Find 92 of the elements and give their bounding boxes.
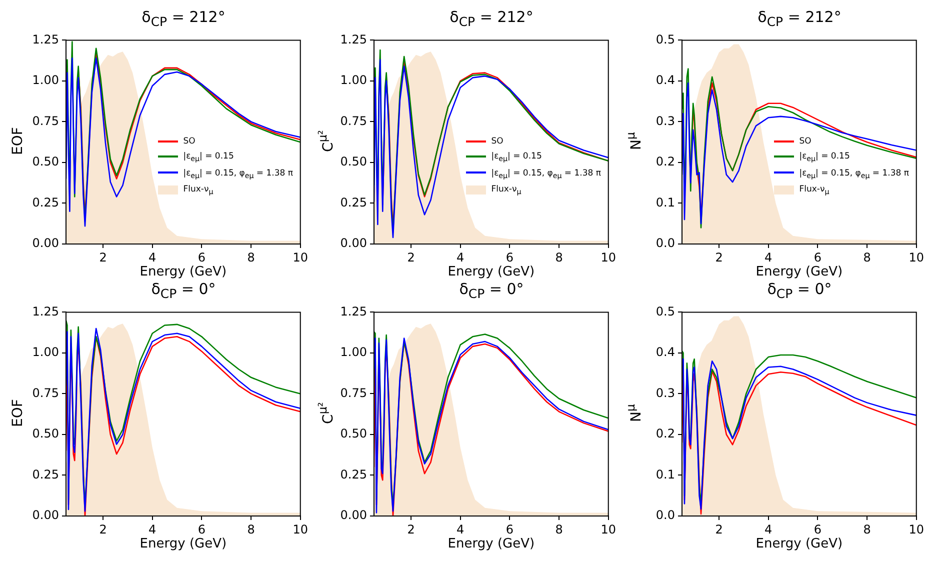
y-axis-title: EOF bbox=[10, 127, 26, 155]
legend-label: SO bbox=[183, 136, 196, 146]
y-tick-label: 0.25 bbox=[340, 467, 367, 482]
legend-label: SO bbox=[799, 136, 812, 146]
y-tick-label: 0.3 bbox=[656, 386, 675, 400]
y-tick-label: 0.25 bbox=[340, 195, 367, 210]
y-tick-label: 0.25 bbox=[32, 467, 59, 482]
y-tick-label: 0.5 bbox=[656, 32, 675, 46]
x-tick-label: 10 bbox=[292, 522, 308, 536]
x-tick-label: 4 bbox=[148, 522, 156, 536]
x-tick-label: 4 bbox=[764, 250, 772, 264]
y-tick-label: 0.50 bbox=[340, 154, 367, 169]
y-tick-label: 0.00 bbox=[340, 236, 367, 250]
y-tick-label: 1.00 bbox=[32, 345, 59, 360]
y-tick-label: 0.3 bbox=[656, 114, 675, 128]
x-tick-label: 10 bbox=[600, 250, 616, 264]
x-tick-label: 6 bbox=[506, 250, 514, 264]
x-axis-title: Energy (GeV) bbox=[448, 536, 535, 552]
x-tick-label: 4 bbox=[148, 250, 156, 264]
x-tick-label: 4 bbox=[456, 250, 464, 264]
y-tick-label: 0.75 bbox=[32, 386, 59, 400]
y-tick-label: 0.1 bbox=[656, 467, 675, 482]
y-tick-label: 0.75 bbox=[340, 114, 367, 128]
legend-label: SO bbox=[491, 136, 504, 146]
y-tick-label: 0.4 bbox=[656, 345, 675, 360]
x-axis-title: Energy (GeV) bbox=[756, 536, 843, 552]
x-tick-label: 6 bbox=[198, 522, 206, 536]
x-tick-label: 8 bbox=[247, 250, 255, 264]
x-tick-label: 4 bbox=[764, 522, 772, 536]
x-axis-title: Energy (GeV) bbox=[448, 264, 535, 280]
y-tick-label: 0.50 bbox=[340, 426, 367, 441]
x-tick-label: 10 bbox=[908, 250, 924, 264]
y-tick-label: 0.25 bbox=[32, 195, 59, 210]
y-tick-label: 1.00 bbox=[340, 73, 367, 88]
legend-label: |ε$_{eμ}$| = 0.15, φ$_{eμ}$ = 1.38 π bbox=[491, 168, 601, 180]
y-tick-label: 0.4 bbox=[656, 73, 675, 88]
x-tick-label: 8 bbox=[555, 522, 563, 536]
legend-label: Flux-ν$_{μ}$ bbox=[183, 184, 214, 197]
y-tick-label: 0.00 bbox=[32, 508, 59, 522]
legend-label: Flux-ν$_{μ}$ bbox=[491, 184, 522, 197]
y-tick-label: 0.50 bbox=[32, 154, 59, 169]
y-tick-label: 0.00 bbox=[340, 508, 367, 522]
y-tick-label: 0.0 bbox=[656, 508, 675, 522]
x-axis-title: Energy (GeV) bbox=[756, 264, 843, 280]
y-tick-label: 1.00 bbox=[32, 73, 59, 88]
x-tick-label: 2 bbox=[407, 522, 415, 536]
x-tick-label: 4 bbox=[456, 522, 464, 536]
x-tick-label: 2 bbox=[715, 522, 723, 536]
x-axis-title: Energy (GeV) bbox=[140, 536, 227, 552]
y-tick-label: 1.00 bbox=[340, 345, 367, 360]
y-tick-label: 0.75 bbox=[32, 114, 59, 128]
y-tick-label: 1.25 bbox=[32, 304, 59, 318]
chart-title: δ$_{CP}$ = 212° bbox=[756, 8, 842, 29]
chart-title: δ$_{CP}$ = 0° bbox=[150, 280, 217, 301]
x-tick-label: 8 bbox=[863, 522, 871, 536]
y-tick-label: 0.2 bbox=[656, 426, 675, 441]
y-tick-label: 0.75 bbox=[340, 386, 367, 400]
x-tick-label: 8 bbox=[247, 522, 255, 536]
x-axis-title: Energy (GeV) bbox=[140, 264, 227, 280]
y-tick-label: 0.1 bbox=[656, 195, 675, 210]
x-tick-label: 10 bbox=[292, 250, 308, 264]
x-tick-label: 2 bbox=[99, 522, 107, 536]
y-tick-label: 0.0 bbox=[656, 236, 675, 250]
y-tick-label: 0.00 bbox=[32, 236, 59, 250]
x-tick-label: 10 bbox=[600, 522, 616, 536]
x-tick-label: 10 bbox=[908, 522, 924, 536]
legend-label: |ε$_{eμ}$| = 0.15, φ$_{eμ}$ = 1.38 π bbox=[183, 168, 293, 180]
y-tick-label: 1.25 bbox=[340, 304, 367, 318]
legend-label: |ε$_{eμ}$| = 0.15 bbox=[799, 151, 850, 164]
legend-label: |ε$_{eμ}$| = 0.15 bbox=[183, 151, 234, 164]
y-tick-label: 1.25 bbox=[32, 32, 59, 46]
x-tick-label: 8 bbox=[555, 250, 563, 264]
x-tick-label: 6 bbox=[198, 250, 206, 264]
chart-title: δ$_{CP}$ = 0° bbox=[458, 280, 525, 301]
chart-title: δ$_{CP}$ = 0° bbox=[766, 280, 833, 301]
legend-label: |ε$_{eμ}$| = 0.15, φ$_{eμ}$ = 1.38 π bbox=[799, 168, 909, 180]
x-tick-label: 6 bbox=[506, 522, 514, 536]
x-tick-label: 2 bbox=[407, 250, 415, 264]
x-tick-label: 2 bbox=[99, 250, 107, 264]
y-tick-label: 0.2 bbox=[656, 154, 675, 169]
y-axis-title: EOF bbox=[10, 399, 26, 427]
y-tick-label: 1.25 bbox=[340, 32, 367, 46]
legend-label: Flux-ν$_{μ}$ bbox=[799, 184, 830, 197]
x-tick-label: 8 bbox=[863, 250, 871, 264]
y-tick-label: 0.5 bbox=[656, 304, 675, 318]
x-tick-label: 2 bbox=[715, 250, 723, 264]
y-tick-label: 0.50 bbox=[32, 426, 59, 441]
chart-title: δ$_{CP}$ = 212° bbox=[448, 8, 534, 29]
chart-title: δ$_{CP}$ = 212° bbox=[140, 8, 226, 29]
legend-label: |ε$_{eμ}$| = 0.15 bbox=[491, 151, 542, 164]
x-tick-label: 6 bbox=[814, 522, 822, 536]
x-tick-label: 6 bbox=[814, 250, 822, 264]
